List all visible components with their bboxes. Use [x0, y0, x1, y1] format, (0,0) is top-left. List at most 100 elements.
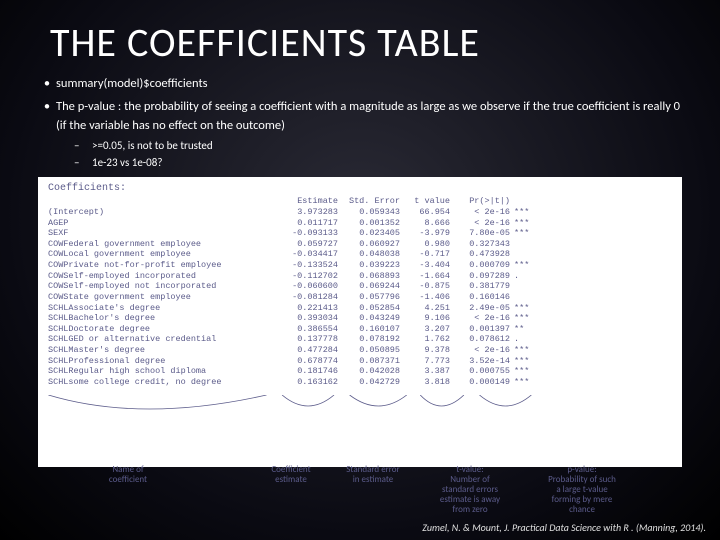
- table-cell: 0.221413: [276, 303, 338, 314]
- table-cell: ***: [510, 303, 538, 314]
- table-row: SCHLProfessional degree0.6787740.0873717…: [48, 356, 672, 367]
- table-cell: COWLocal government employee: [48, 249, 276, 260]
- table-row: SCHLDoctorate degree0.3865540.1601073.20…: [48, 324, 672, 335]
- table-cell: < 2e-16: [450, 218, 510, 229]
- table-cell: -0.112702: [276, 271, 338, 282]
- bullet-marker: •: [38, 75, 56, 94]
- table-cell: SCHLBachelor's degree: [48, 313, 276, 324]
- table-cell: 0.386554: [276, 324, 338, 335]
- table-cell: .: [510, 271, 538, 282]
- table-cell: ***: [510, 313, 538, 324]
- sub-bullet-list: – >=0.05, is not to be trusted – 1e-23 v…: [38, 139, 682, 169]
- table-row: COWSelf-employed incorporated-0.1127020.…: [48, 271, 672, 282]
- dash-marker: –: [74, 156, 92, 169]
- table-row: SEXF-0.0931330.023405-3.9797.80e-05***: [48, 228, 672, 239]
- table-cell: 0.078612: [450, 334, 510, 345]
- table-cell: -0.133524: [276, 260, 338, 271]
- table-row: SCHLRegular high school diploma0.1817460…: [48, 366, 672, 377]
- table-row: SCHLsome college credit, no degree0.1631…: [48, 377, 672, 388]
- table-cell: SCHLDoctorate degree: [48, 324, 276, 335]
- table-cell: -0.875: [400, 281, 450, 292]
- table-cell: 0.052854: [338, 303, 400, 314]
- table-cell: SCHLAssociate's degree: [48, 303, 276, 314]
- slide-title: THE COEFFICIENTS TABLE: [0, 0, 720, 75]
- table-cell: 0.473928: [450, 249, 510, 260]
- sub-bullet-text: >=0.05, is not to be trusted: [92, 139, 213, 152]
- table-cell: 7.80e-05: [450, 228, 510, 239]
- table-heading: Coefficients:: [48, 183, 672, 194]
- table-cell: 0.163162: [276, 377, 338, 388]
- table-cell: 9.378: [400, 345, 450, 356]
- table-header-row: EstimateStd. Errort valuePr(>|t|): [48, 196, 672, 207]
- table-row: SCHLAssociate's degree0.2214130.0528544.…: [48, 303, 672, 314]
- table-cell: < 2e-16: [450, 313, 510, 324]
- table-cell: -0.093133: [276, 228, 338, 239]
- table-cell: ***: [510, 356, 538, 367]
- table-cell: -1.664: [400, 271, 450, 282]
- table-header-cell: Estimate: [276, 196, 338, 207]
- table-cell: 0.068893: [338, 271, 400, 282]
- table-cell: 8.666: [400, 218, 450, 229]
- table-cell: 3.387: [400, 366, 450, 377]
- table-header-cell: t value: [400, 196, 450, 207]
- table-cell: 0.137778: [276, 334, 338, 345]
- bullet-text: summary(model)$coefficients: [56, 75, 682, 94]
- table-cell: 1.762: [400, 334, 450, 345]
- table-header-cell: Std. Error: [338, 196, 400, 207]
- table-cell: 0.980: [400, 239, 450, 250]
- table-cell: 3.973283: [276, 207, 338, 218]
- table-cell: ***: [510, 218, 538, 229]
- table-cell: < 2e-16: [450, 207, 510, 218]
- table-cell: -0.717: [400, 249, 450, 260]
- table-cell: COWSelf-employed not incorporated: [48, 281, 276, 292]
- table-cell: ***: [510, 377, 538, 388]
- table-cell: **: [510, 324, 538, 335]
- table-cell: 0.050895: [338, 345, 400, 356]
- table-cell: 0.393034: [276, 313, 338, 324]
- table-header-cell: Pr(>|t|): [450, 196, 510, 207]
- table-cell: -1.406: [400, 292, 450, 303]
- table-cell: COWState government employee: [48, 292, 276, 303]
- table-cell: 0.069244: [338, 281, 400, 292]
- table-cell: [510, 281, 538, 292]
- bullet-list: • summary(model)$coefficients • The p-va…: [0, 75, 720, 169]
- table-cell: SCHLsome college credit, no degree: [48, 377, 276, 388]
- table-cell: COWSelf-employed incorporated: [48, 271, 276, 282]
- table-row: (Intercept)3.9732830.05934366.954< 2e-16…: [48, 207, 672, 218]
- table-cell: < 2e-16: [450, 345, 510, 356]
- table-cell: 0.327343: [450, 239, 510, 250]
- sub-bullet-item: – >=0.05, is not to be trusted: [74, 139, 682, 152]
- table-cell: ***: [510, 228, 538, 239]
- table-cell: (Intercept): [48, 207, 276, 218]
- table-cell: ***: [510, 345, 538, 356]
- table-cell: 0.059343: [338, 207, 400, 218]
- annotation-arcs: [38, 395, 682, 425]
- bullet-item: • summary(model)$coefficients: [38, 75, 682, 94]
- table-cell: 0.160107: [338, 324, 400, 335]
- table-cell: 7.773: [400, 356, 450, 367]
- table-cell: 0.097289: [450, 271, 510, 282]
- table-cell: 0.678774: [276, 356, 338, 367]
- table-cell: 0.057796: [338, 292, 400, 303]
- table-cell: AGEP: [48, 218, 276, 229]
- table-row: SCHLMaster's degree0.4772840.0508959.378…: [48, 345, 672, 356]
- table-cell: [510, 292, 538, 303]
- table-cell: -0.060600: [276, 281, 338, 292]
- table-cell: -0.034417: [276, 249, 338, 260]
- table-cell: 0.160146: [450, 292, 510, 303]
- table-row: COWSelf-employed not incorporated-0.0606…: [48, 281, 672, 292]
- table-cell: 2.49e-05: [450, 303, 510, 314]
- table-cell: 0.042028: [338, 366, 400, 377]
- table-cell: COWFederal government employee: [48, 239, 276, 250]
- table-cell: 0.023405: [338, 228, 400, 239]
- table-cell: SCHLRegular high school diploma: [48, 366, 276, 377]
- table-cell: ***: [510, 207, 538, 218]
- table-cell: 0.381779: [450, 281, 510, 292]
- sub-bullet-text: 1e-23 vs 1e-08?: [92, 156, 162, 169]
- table-cell: -3.404: [400, 260, 450, 271]
- bullet-item: • The p-value : the probability of seein…: [38, 98, 682, 136]
- table-cell: 0.477284: [276, 345, 338, 356]
- table-header-cell: [510, 196, 538, 207]
- table-cell: 0.011717: [276, 218, 338, 229]
- table-cell: 0.000149: [450, 377, 510, 388]
